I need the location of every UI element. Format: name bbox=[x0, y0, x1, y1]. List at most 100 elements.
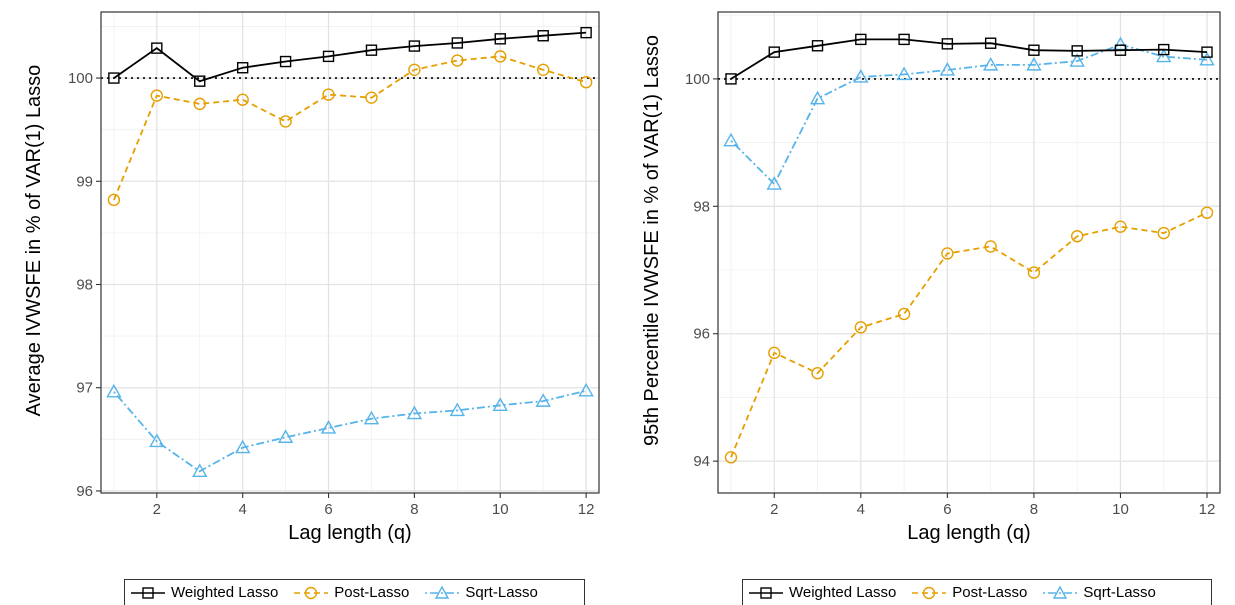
chart-95th-percentile-ivwsfe: 2 4 6 8 10 12 94 96 98 100 Lag length (q) 95th Perc… bbox=[641, 11, 1221, 544]
data-point-sqrt-lasso bbox=[982, 56, 999, 71]
data-point-weighted-lasso bbox=[1028, 44, 1040, 56]
series-post-lasso bbox=[107, 50, 593, 207]
series-line-post-lasso bbox=[730, 211, 1208, 458]
data-point-post-lasso bbox=[579, 75, 593, 89]
series-line-weighted-lasso bbox=[113, 31, 587, 83]
legend-key-weighted-lasso bbox=[749, 586, 783, 599]
data-point-weighted-lasso bbox=[855, 33, 867, 46]
y-tick-label: 98 bbox=[76, 276, 93, 293]
y-tick-label: 99 bbox=[76, 173, 93, 190]
series-sqrt-lasso bbox=[723, 36, 1215, 190]
data-point-weighted-lasso bbox=[408, 40, 421, 52]
x-tick-label: 10 bbox=[492, 501, 509, 518]
data-point-sqrt-lasso bbox=[106, 383, 122, 398]
data-point-weighted-lasso bbox=[236, 62, 249, 74]
legend-label-sqrt-lasso: Sqrt-Lasso bbox=[465, 584, 538, 601]
data-point-sqrt-lasso bbox=[320, 420, 337, 434]
data-point-post-lasso bbox=[984, 240, 997, 253]
grid-minor bbox=[101, 12, 599, 493]
series-sqrt-lasso bbox=[106, 382, 594, 478]
data-point-post-lasso bbox=[365, 91, 378, 104]
x-tick-label: 10 bbox=[1112, 501, 1129, 518]
chart-panel-95th: 2 4 6 8 10 12 94 96 98 100 Lag length (q) 95th Perc… bbox=[618, 0, 1235, 605]
y-tick-label: 98 bbox=[693, 198, 710, 215]
data-point-post-lasso bbox=[536, 63, 550, 77]
axis-ticks: 2 4 6 8 10 12 96 97 98 99 100 bbox=[68, 70, 594, 518]
legend-key-sqrt-lasso bbox=[425, 585, 460, 599]
y-tick-label: 97 bbox=[76, 380, 93, 397]
data-point-sqrt-lasso bbox=[1199, 51, 1215, 66]
data-point-post-lasso bbox=[1114, 220, 1127, 233]
data-point-weighted-lasso bbox=[322, 50, 335, 63]
y-tick-label: 100 bbox=[68, 70, 93, 87]
axis-ticks: 2 4 6 8 10 12 94 96 98 100 bbox=[685, 71, 1215, 518]
legend-key-sqrt-lasso bbox=[1043, 585, 1078, 599]
data-point-weighted-lasso bbox=[984, 37, 997, 49]
data-point-post-lasso bbox=[494, 50, 507, 63]
data-point-post-lasso bbox=[1200, 206, 1214, 219]
data-point-sqrt-lasso bbox=[406, 405, 423, 420]
series-weighted-lasso bbox=[108, 26, 592, 87]
data-point-weighted-lasso bbox=[941, 38, 954, 50]
data-point-sqrt-lasso bbox=[1069, 53, 1085, 67]
chart-panel-average: 2 4 6 8 10 12 96 97 98 99 100 Lag length (q) Average… bbox=[23, 11, 600, 605]
y-tick-label: 100 bbox=[685, 71, 710, 88]
y-tick-label: 96 bbox=[693, 326, 710, 343]
legend-item-post-lasso: Post-Lasso bbox=[294, 584, 409, 602]
data-point-weighted-lasso bbox=[725, 73, 737, 85]
data-point-weighted-lasso bbox=[151, 42, 163, 54]
data-point-post-lasso bbox=[279, 115, 292, 128]
grid-minor bbox=[718, 12, 1220, 493]
x-tick-label: 12 bbox=[578, 501, 595, 518]
data-point-post-lasso bbox=[854, 321, 868, 334]
x-tick-label: 8 bbox=[410, 501, 418, 518]
x-tick-label: 12 bbox=[1199, 501, 1216, 518]
y-tick-label: 96 bbox=[76, 483, 93, 500]
data-point-weighted-lasso bbox=[1071, 45, 1083, 57]
x-tick-label: 6 bbox=[324, 501, 332, 518]
legend-key-post-lasso bbox=[294, 586, 329, 599]
data-point-post-lasso bbox=[724, 451, 738, 464]
data-point-sqrt-lasso bbox=[766, 176, 782, 190]
legend-key-weighted-lasso bbox=[131, 586, 165, 599]
legend-label-weighted-lasso: Weighted Lasso bbox=[171, 584, 279, 601]
x-tick-label: 2 bbox=[770, 501, 778, 518]
data-point-post-lasso bbox=[897, 307, 911, 321]
grid-major bbox=[718, 12, 1220, 493]
data-point-post-lasso bbox=[107, 193, 121, 207]
series-post-lasso bbox=[724, 206, 1214, 464]
data-point-post-lasso bbox=[941, 247, 954, 260]
legend-item-weighted-lasso: Weighted Lasso bbox=[131, 584, 278, 602]
x-tick-label: 6 bbox=[943, 501, 951, 518]
data-point-post-lasso bbox=[193, 97, 206, 111]
data-point-sqrt-lasso bbox=[449, 402, 466, 417]
data-point-sqrt-lasso bbox=[1156, 48, 1172, 63]
legend-label-sqrt-lasso: Sqrt-Lasso bbox=[1083, 584, 1156, 601]
data-point-sqrt-lasso bbox=[896, 66, 912, 81]
data-point-weighted-lasso bbox=[451, 37, 464, 49]
x-axis-label: Lag length (q) bbox=[288, 522, 411, 544]
legend-item-weighted-lasso: Weighted Lasso bbox=[749, 584, 896, 602]
data-point-weighted-lasso bbox=[580, 26, 592, 39]
data-point-sqrt-lasso bbox=[809, 90, 826, 105]
data-point-sqrt-lasso bbox=[535, 393, 551, 407]
x-tick-label: 4 bbox=[239, 501, 247, 518]
data-point-sqrt-lasso bbox=[1026, 56, 1042, 71]
legend-item-sqrt-lasso: Sqrt-Lasso bbox=[425, 584, 538, 602]
data-point-sqrt-lasso bbox=[149, 433, 165, 448]
legend-label-weighted-lasso: Weighted Lasso bbox=[789, 584, 897, 601]
legend-item-post-lasso: Post-Lasso bbox=[912, 584, 1027, 602]
data-point-sqrt-lasso bbox=[363, 410, 380, 425]
chart-average-ivwsfe: 2 4 6 8 10 12 96 97 98 99 100 Lag length (q) Average… bbox=[23, 11, 600, 544]
x-tick-label: 2 bbox=[153, 501, 161, 518]
data-point-sqrt-lasso bbox=[723, 132, 739, 147]
legend-average: Weighted Lasso Post-Lasso Sqrt-Lasso bbox=[124, 579, 585, 605]
legend-label-post-lasso: Post-Lasso bbox=[334, 584, 410, 601]
data-point-weighted-lasso bbox=[898, 33, 910, 46]
data-point-weighted-lasso bbox=[1158, 43, 1170, 56]
data-point-post-lasso bbox=[408, 63, 421, 77]
data-point-sqrt-lasso bbox=[939, 62, 956, 76]
legend-item-sqrt-lasso: Sqrt-Lasso bbox=[1043, 584, 1156, 602]
y-tick-label: 94 bbox=[693, 453, 710, 470]
data-point-weighted-lasso bbox=[811, 40, 824, 52]
